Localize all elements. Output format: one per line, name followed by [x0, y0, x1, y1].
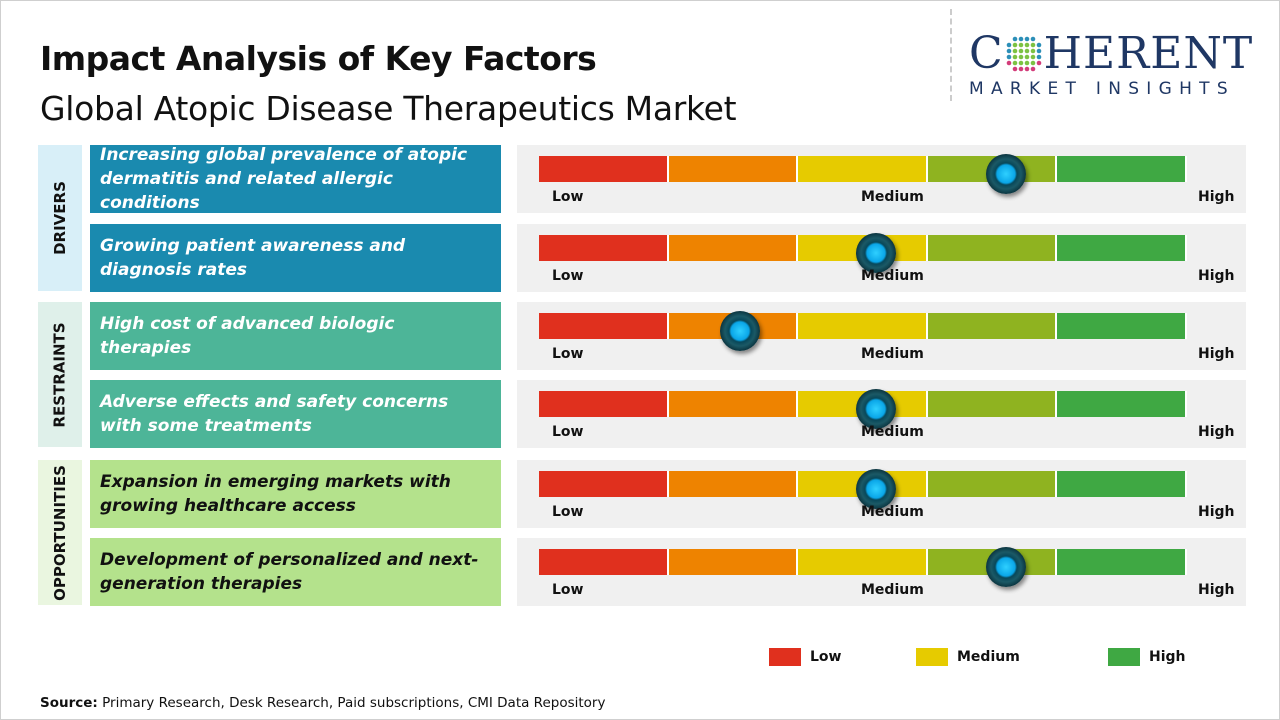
- scale-medium-label: Medium: [861, 268, 924, 284]
- scale-low-label: Low: [552, 268, 584, 284]
- scale-high-label: High: [1198, 346, 1235, 362]
- legend-high: High: [1108, 648, 1186, 666]
- legend-swatch: [1108, 648, 1140, 666]
- page-subtitle: Global Atopic Disease Therapeutics Marke…: [40, 89, 737, 128]
- factor-text: Adverse effects and safety concerns with…: [90, 380, 501, 448]
- impact-gauge: Low Medium High: [517, 302, 1246, 370]
- impact-gauge: Low Medium High: [517, 538, 1246, 606]
- gauge-segment: [539, 471, 669, 497]
- legend-medium: Medium: [916, 648, 1020, 666]
- impact-gauge: Low Medium High: [517, 224, 1246, 292]
- scale-high-label: High: [1198, 268, 1235, 284]
- impact-marker: [985, 154, 1026, 194]
- scale-medium-label: Medium: [861, 582, 924, 598]
- factor-text: Increasing global prevalence of atopic d…: [90, 145, 501, 213]
- scale-low-label: Low: [552, 346, 584, 362]
- scale-medium-label: Medium: [861, 189, 924, 205]
- gauge-segment: [668, 549, 799, 575]
- section-label-restraints: RESTRAINTS: [38, 302, 82, 447]
- impact-marker: [985, 547, 1026, 587]
- gauge-segment: [539, 156, 669, 182]
- gauge-segment: [668, 471, 799, 497]
- gauge-segment: [539, 549, 669, 575]
- impact-marker: [855, 469, 896, 509]
- impact-marker: [855, 389, 896, 429]
- gauge-segment: [798, 313, 928, 339]
- scale-medium-label: Medium: [861, 504, 924, 520]
- scale-low-label: Low: [552, 504, 584, 520]
- coherent-logo: C HERENT MARKET INSIGHTS: [969, 28, 1269, 100]
- impact-gauge: Low Medium High: [517, 145, 1246, 213]
- gauge-segment: [1057, 391, 1187, 417]
- factor-text: Development of personalized and next-gen…: [90, 538, 501, 606]
- legend-low: Low: [769, 648, 841, 666]
- gauge-segment: [927, 235, 1058, 261]
- logo-word: HERENT: [1043, 28, 1254, 79]
- scale-high-label: High: [1198, 504, 1235, 520]
- scale-high-label: High: [1198, 582, 1235, 598]
- scale-low-label: Low: [552, 189, 584, 205]
- factor-text: Expansion in emerging markets with growi…: [90, 460, 501, 528]
- gauge-segment: [668, 391, 799, 417]
- gauge-segment: [798, 156, 928, 182]
- gauge-segment: [668, 156, 799, 182]
- gauge-segment: [927, 471, 1058, 497]
- impact-gauge: Low Medium High: [517, 460, 1246, 528]
- impact-marker: [719, 311, 760, 351]
- section-label-opportunities: OPPORTUNITIES: [38, 460, 82, 605]
- scale-low-label: Low: [552, 424, 584, 440]
- gauge-segment: [539, 391, 669, 417]
- gauge-segment: [927, 313, 1058, 339]
- gauge-segment: [927, 391, 1058, 417]
- legend-swatch: [769, 648, 801, 666]
- gauge-segment: [798, 549, 928, 575]
- gauge-segment: [1057, 471, 1187, 497]
- gauge-segment: [668, 235, 799, 261]
- factor-text: High cost of advanced biologic therapies: [90, 302, 501, 370]
- scale-medium-label: Medium: [861, 424, 924, 440]
- source-note: Source: Primary Research, Desk Research,…: [40, 695, 606, 711]
- impact-gauge: Low Medium High: [517, 380, 1246, 448]
- scale-medium-label: Medium: [861, 346, 924, 362]
- impact-marker: [855, 233, 896, 273]
- logo-letter: C: [969, 28, 1004, 79]
- gauge-segment: [539, 313, 669, 339]
- gauge-segment: [539, 235, 669, 261]
- gauge-segment: [1057, 235, 1187, 261]
- scale-low-label: Low: [552, 582, 584, 598]
- scale-high-label: High: [1198, 189, 1235, 205]
- scale-high-label: High: [1198, 424, 1235, 440]
- gauge-segment: [1057, 313, 1187, 339]
- page-title: Impact Analysis of Key Factors: [40, 39, 597, 78]
- divider: [950, 9, 952, 101]
- logo-tagline: MARKET INSIGHTS: [969, 79, 1235, 99]
- factor-text: Growing patient awareness and diagnosis …: [90, 224, 501, 292]
- legend-swatch: [916, 648, 948, 666]
- gauge-segment: [1057, 549, 1187, 575]
- gauge-segment: [1057, 156, 1187, 182]
- globe-icon: [1006, 36, 1041, 72]
- section-label-drivers: DRIVERS: [38, 145, 82, 291]
